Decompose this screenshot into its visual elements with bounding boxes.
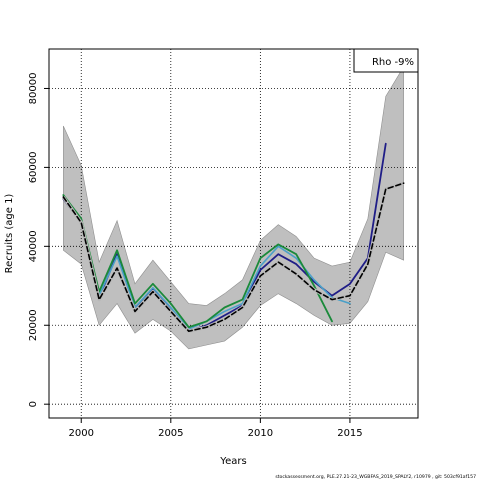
series-layer (61, 142, 405, 333)
y-axis: 0 20000 40000 60000 80000 (28, 73, 49, 407)
y-tick-label: 40000 (28, 230, 39, 262)
y-tick-label: 0 (28, 401, 39, 407)
x-axis: 2000 2005 2010 2015 (69, 418, 363, 439)
confidence-band (63, 65, 404, 350)
y-tick-label: 80000 (28, 73, 39, 105)
confidence-band-layer (63, 65, 404, 350)
x-tick-label: 2015 (337, 428, 362, 439)
footnote: stockassessment.org, PLE.27.21-23_WGBFAS… (275, 474, 476, 480)
x-tick-label: 2010 (248, 428, 273, 439)
series-line-4 (62, 182, 405, 332)
x-axis-title: Years (219, 456, 246, 467)
plot-frame (48, 48, 419, 419)
y-tick-label: 60000 (28, 151, 39, 183)
x-tick-label: 2005 (158, 428, 183, 439)
legend-box (353, 48, 419, 73)
series-line-3 (62, 194, 333, 329)
y-tick-label: 20000 (28, 309, 39, 341)
series-line-1 (62, 142, 387, 333)
x-tick-label: 2000 (69, 428, 94, 439)
legend-label: Rho -9% (372, 57, 414, 68)
y-axis-title: Recruits (age 1) (4, 194, 15, 274)
legend: Rho -9% (353, 48, 419, 73)
